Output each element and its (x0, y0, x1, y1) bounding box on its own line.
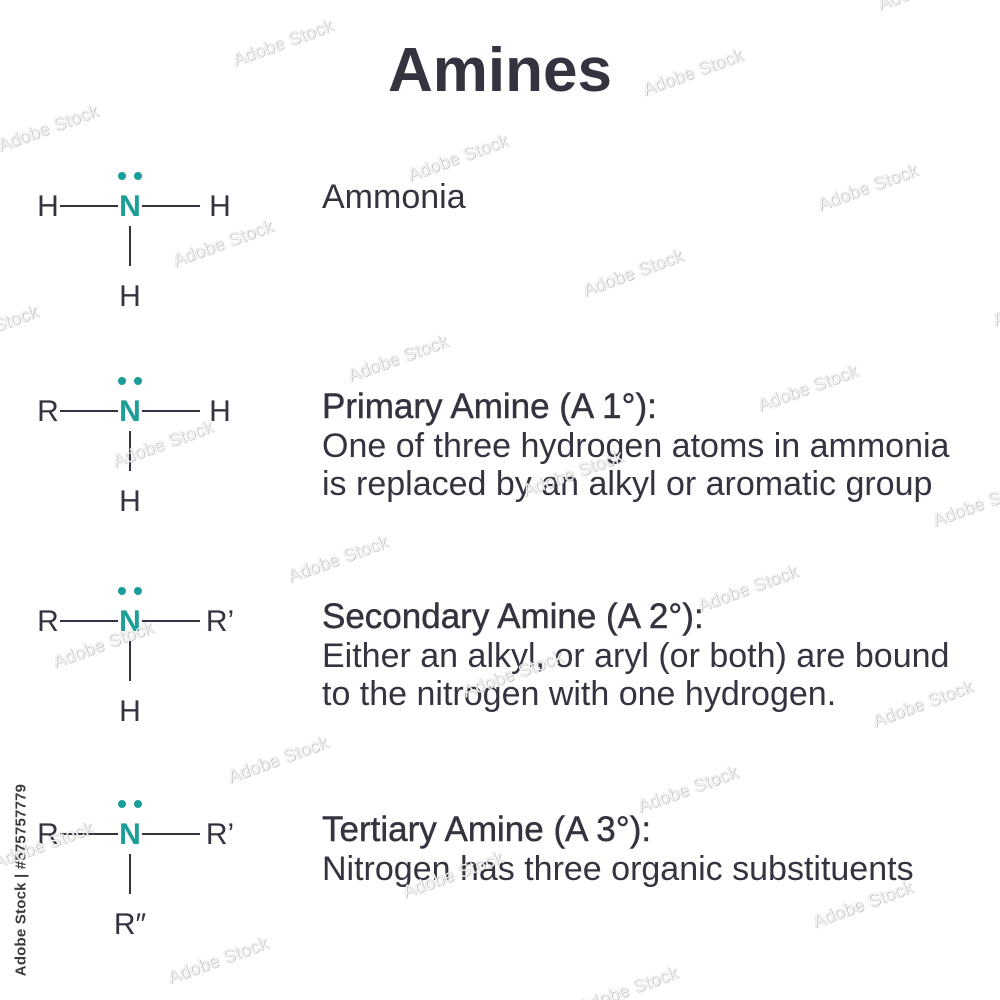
svg-text:H: H (119, 695, 141, 728)
svg-text:R″: R″ (114, 908, 147, 941)
svg-text:R’: R’ (206, 818, 234, 851)
svg-text:N: N (119, 395, 141, 428)
svg-text:R: R (37, 818, 59, 851)
svg-text:N: N (119, 190, 141, 223)
svg-text:R’: R’ (206, 605, 234, 638)
svg-text:R: R (37, 395, 59, 428)
svg-text:N: N (119, 818, 141, 851)
svg-text:H: H (37, 190, 59, 223)
svg-text:R: R (37, 605, 59, 638)
svg-text:N: N (119, 605, 141, 638)
svg-text:H: H (119, 280, 141, 313)
svg-text:H: H (119, 485, 141, 518)
svg-text:H: H (209, 395, 231, 428)
svg-text:H: H (209, 190, 231, 223)
